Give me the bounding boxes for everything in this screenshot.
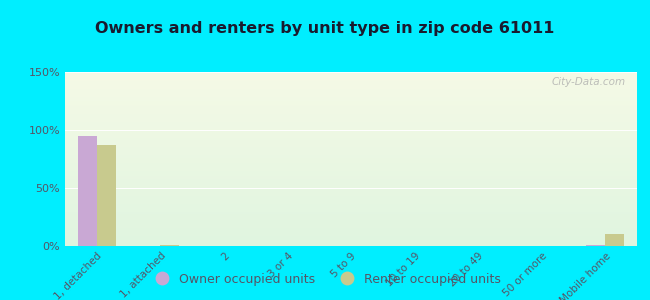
Bar (586, 245, 605, 246)
Bar (605, 234, 624, 246)
Text: Owners and renters by unit type in zip code 61011: Owners and renters by unit type in zip c… (96, 21, 554, 36)
Legend: Owner occupied units, Renter occupied units: Owner occupied units, Renter occupied un… (144, 268, 506, 291)
Bar (97, 145, 116, 246)
Bar (78, 136, 97, 246)
Text: City-Data.com: City-Data.com (551, 77, 625, 87)
Bar (161, 245, 179, 246)
